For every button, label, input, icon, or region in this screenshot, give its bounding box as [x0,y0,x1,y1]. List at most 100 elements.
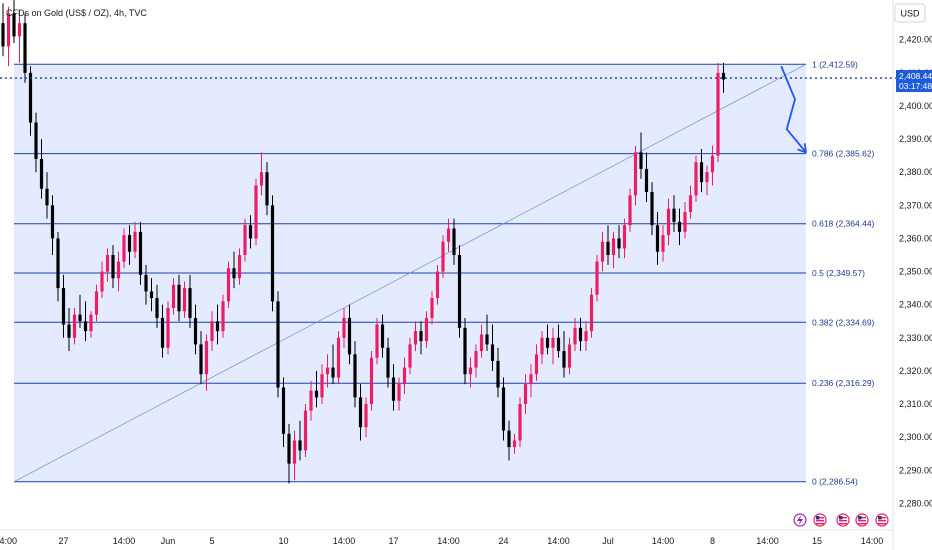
candle-body [705,172,709,183]
candle-body [622,225,627,249]
x-tick-label: 14:00 [0,536,17,546]
candle-body [463,327,467,375]
candle-body [336,337,341,378]
candle-body [72,314,77,338]
y-tick-label: 2,310.00 [899,399,932,409]
candle-body [39,158,44,189]
y-tick-label: 2,380.00 [899,167,932,177]
candle-body [1,23,5,47]
candle-body [237,255,242,279]
candle-body [496,360,500,388]
chart-title: CFDs on Gold (US$ / OZ), 4h, TVC [6,8,147,18]
candle-body [710,155,715,173]
candle-body [567,344,572,368]
bar-countdown: 03:17:48 [899,81,932,91]
candle-body [721,72,726,80]
candle-body [364,404,368,428]
x-tick-label: 14:00 [652,536,675,546]
candle-body [188,288,192,318]
candle-body [452,228,456,255]
x-tick-label: 10 [278,536,288,546]
us-flag-icon[interactable] [836,513,850,527]
y-tick-label: 2,350.00 [899,267,932,277]
x-tick-label: 27 [58,536,68,546]
candle-body [375,324,379,358]
x-tick-label: 15 [812,536,822,546]
candle-body [89,314,93,332]
candle-body [232,268,236,279]
fib-level-label: 0 (2,286.54) [812,477,858,487]
candle-body [600,241,605,262]
fib-level-label: 0.786 (2,385.62) [812,149,875,159]
candle-body [386,347,390,378]
candle-body [221,301,225,332]
projection-arrow-path [780,65,807,153]
candle-body [369,357,374,405]
us-flag-icon[interactable] [813,513,827,527]
candle-body [243,225,247,255]
candle-body [677,221,682,232]
candle-body [408,344,412,368]
candle-body [699,162,704,183]
x-tick-label: 17 [388,536,398,546]
x-tick-label: 14:00 [113,536,136,546]
candle-body [45,188,49,206]
candle-body [325,367,330,375]
candle-body [138,231,143,275]
candle-body [270,205,275,302]
us-flag-icon[interactable] [875,513,889,527]
candle-body [248,225,253,239]
currency-button[interactable]: USD [894,3,926,23]
candle-body [78,314,82,322]
x-tick-label: 14:00 [861,536,884,546]
candle-body [628,195,632,226]
lightning-icon[interactable] [793,513,807,527]
candle-body [193,317,198,345]
current-price-value: 2,408.44 [899,71,932,81]
candle-body [457,255,462,328]
candle-body [441,241,445,272]
candle-body [67,324,71,338]
candle-body [474,351,478,368]
candle-body [34,122,38,159]
candle-body [391,377,396,401]
y-tick-label: 2,390.00 [899,134,932,144]
candle-body [529,374,533,385]
y-tick-label: 2,360.00 [899,233,932,243]
candle-body [419,331,423,342]
x-tick-label: 14:00 [333,536,356,546]
candle-body [320,374,324,398]
y-tick-label: 2,320.00 [899,366,932,376]
candle-body [226,268,231,302]
candle-body [144,274,148,292]
trendline-layer [13,63,807,483]
candle-body [122,235,126,262]
candle-body [303,410,308,451]
candle-body [507,430,511,448]
candle-body [485,334,489,345]
candle-body [281,387,286,434]
candle-body [50,205,55,239]
candle-body [380,324,385,348]
candle-body [694,162,698,196]
candle-body [17,23,22,37]
candle-body [578,327,583,342]
candle-body [83,321,88,332]
candle-body [331,367,335,378]
candle-body [479,334,484,352]
y-tick-label: 2,330.00 [899,333,932,343]
candle-body [430,298,434,318]
candle-body [160,317,165,348]
candle-body [633,152,638,196]
candle-body [446,228,451,242]
x-tick-label: 14:00 [756,536,779,546]
candle-body [28,72,33,123]
candle-body [254,185,258,239]
us-flag-icon[interactable] [855,513,869,527]
candle-body [402,367,407,385]
candle-body [413,331,418,345]
candle-body [204,341,209,375]
x-tick-label: Jun [161,536,176,546]
